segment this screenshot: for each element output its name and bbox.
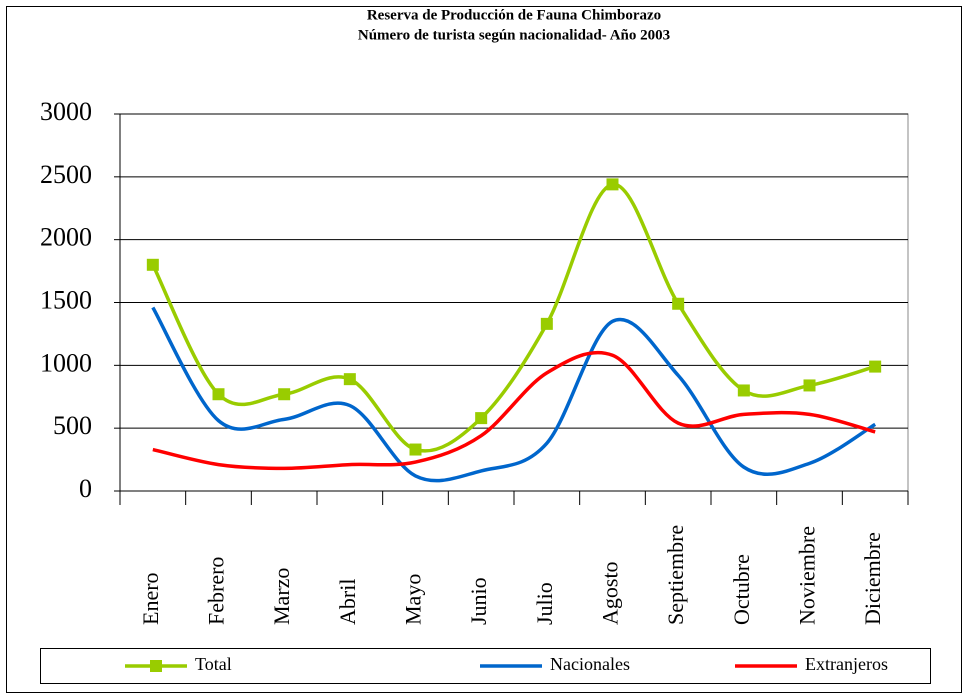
point-marker [869, 360, 882, 373]
point-marker [672, 297, 685, 310]
point-marker [409, 443, 422, 456]
x-tick-label: Septiembre [663, 525, 688, 625]
series-line [151, 306, 877, 483]
x-tick-label: Marzo [269, 568, 294, 625]
point-marker [606, 178, 619, 191]
y-tick-label: 0 [79, 474, 92, 503]
y-tick-label: 2000 [40, 223, 92, 252]
point-marker [146, 258, 159, 271]
x-tick-label: Febrero [204, 557, 229, 625]
series-line [152, 350, 876, 471]
chart-border [6, 6, 962, 693]
chart-subtitle: Número de turista según nacionalidad- Añ… [358, 27, 670, 43]
point-marker [212, 388, 225, 401]
x-tick-label: Julio [532, 582, 557, 625]
x-tick-label: Diciembre [860, 532, 885, 625]
y-tick-label: 2500 [40, 160, 92, 189]
x-tick-label: Junio [466, 577, 491, 625]
point-marker [803, 379, 816, 392]
chart-title: Reserva de Producción de Fauna Chimboraz… [367, 7, 661, 23]
x-tick-label: Enero [138, 572, 163, 625]
x-tick-label: Agosto [598, 561, 623, 625]
legend-label: Total [195, 654, 232, 674]
point-marker [475, 412, 488, 425]
x-tick-label: Noviembre [795, 526, 820, 625]
legend-marker [150, 660, 162, 672]
x-tick-label: Octubre [729, 554, 754, 625]
point-marker [540, 317, 553, 330]
y-tick-label: 1500 [40, 285, 92, 314]
x-tick-label: Mayo [401, 574, 426, 625]
y-tick-label: 500 [53, 411, 92, 440]
legend-label: Extranjeros [805, 654, 888, 674]
y-tick-label: 1000 [40, 348, 92, 377]
point-marker [278, 388, 291, 401]
point-marker [737, 384, 750, 397]
point-marker [343, 373, 356, 386]
x-tick-label: Abril [335, 579, 360, 625]
legend-label: Nacionales [550, 654, 630, 674]
y-tick-label: 3000 [40, 97, 92, 126]
